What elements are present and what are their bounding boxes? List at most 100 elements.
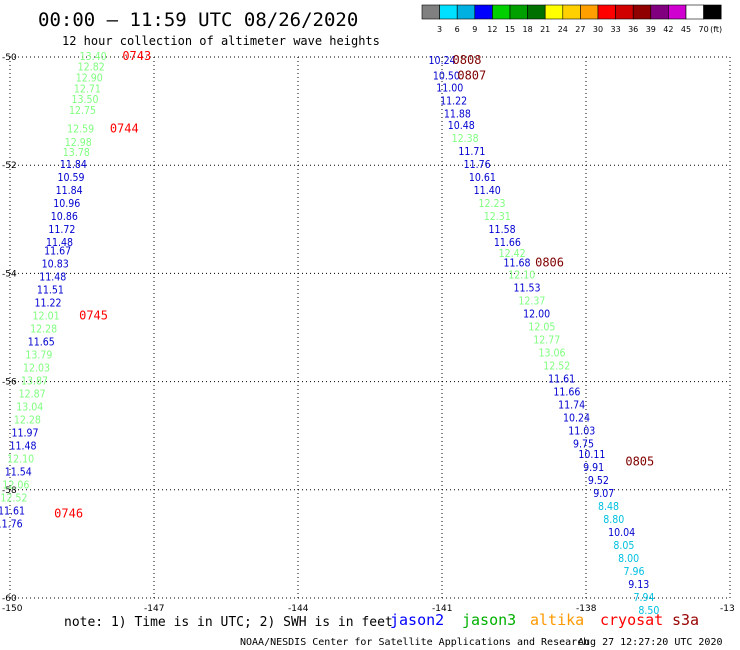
- colorbar-label: 39: [646, 25, 656, 34]
- wave-height-point: 12.06: [2, 479, 29, 491]
- wave-height-point: 11.84: [60, 159, 87, 171]
- colorbar-swatch: [650, 4, 669, 20]
- wave-height-point: 13.87: [21, 376, 48, 388]
- wave-height-point: 11.40: [474, 185, 501, 197]
- wave-height-point: 12.03: [23, 363, 50, 375]
- wave-height-point: 12.10: [7, 453, 34, 465]
- wave-height-point: 13.04: [16, 401, 43, 413]
- satellite-legend: jason2 jason3 altika cryosat s3a: [390, 611, 699, 629]
- colorbar-label: 45: [681, 25, 691, 34]
- colorbar-label: 70: [699, 25, 709, 34]
- wave-height-point: 10.48: [448, 120, 475, 132]
- wave-height-point: 11.97: [11, 427, 38, 439]
- wave-height-point: 11.48: [46, 237, 73, 249]
- colorbar-swatch: [668, 4, 687, 20]
- wave-height-point: 11.58: [489, 224, 516, 236]
- wave-height-point: 11.88: [444, 108, 471, 120]
- colorbar-label: 3: [437, 25, 442, 34]
- y-tick-label: -56: [2, 378, 17, 388]
- wave-height-point: 13.79: [25, 350, 52, 362]
- wave-height-point: 10.59: [58, 172, 85, 184]
- wave-height-point: 12.00: [523, 308, 550, 320]
- wave-height-point: 10.50: [433, 70, 460, 82]
- wave-height-point: 12.87: [19, 389, 46, 401]
- wave-height-point: 7.94: [634, 592, 655, 604]
- wave-height-point: 10.04: [608, 527, 635, 539]
- wave-height-point: 12.10: [508, 269, 535, 281]
- chart-title: 00:00 – 11:59 UTC 08/26/2020: [38, 9, 358, 31]
- wave-height-point: 10.24: [429, 55, 456, 67]
- colorbar-label: 42: [663, 25, 673, 34]
- wave-height-point: 11.66: [494, 237, 521, 249]
- colorbar-swatch: [509, 4, 528, 20]
- colorbar-swatch: [562, 4, 581, 20]
- wave-height-point: 11.66: [553, 386, 580, 398]
- colorbar-swatch: [703, 4, 722, 20]
- colorbar-label: 6: [455, 25, 460, 34]
- wave-height-point: 7.96: [623, 566, 644, 578]
- wave-height-point: 11.48: [39, 272, 66, 284]
- wave-height-point: 8.00: [618, 553, 639, 565]
- x-tick-label: -138: [576, 604, 597, 614]
- x-axis-ticks: -150 -147 -144 -141 -138 -13: [2, 604, 735, 614]
- colorbar-label: 18: [523, 25, 533, 34]
- wave-height-point: 11.84: [56, 185, 83, 197]
- wave-height-point: 12.52: [0, 492, 27, 504]
- colorbar-swatch: [544, 4, 564, 20]
- colorbar-swatch: [632, 4, 652, 20]
- wave-height-point: 13.50: [71, 94, 98, 106]
- wave-height-point: 12.01: [33, 311, 60, 323]
- wave-height-point: 8.05: [613, 540, 634, 552]
- colorbar-label: 30: [593, 25, 603, 34]
- grid: [9, 56, 731, 599]
- wave-height-point: 8.50: [638, 605, 659, 617]
- y-tick-label: -60: [2, 594, 17, 604]
- wave-height-point: 12.59: [67, 123, 94, 135]
- y-tick-label: -58: [2, 486, 17, 496]
- wave-height-point: 11.76: [0, 518, 23, 530]
- wave-height-point: 11.61: [548, 373, 575, 385]
- wave-height-point: 10.11: [578, 449, 605, 461]
- satellite-legend-s3a: s3a: [672, 611, 699, 629]
- wave-height-point: 11.74: [558, 399, 585, 411]
- wave-height-point: 12.75: [69, 105, 96, 117]
- wave-height-point: 12.98: [65, 137, 92, 149]
- wave-height-point: 12.28: [30, 324, 57, 336]
- footer-timestamp: Aug 27 12:27:20 UTC 2020: [578, 637, 723, 648]
- wave-height-point: 11.68: [503, 258, 530, 270]
- wave-height-point: 12.37: [518, 295, 545, 307]
- wave-height-point: 10.83: [42, 259, 69, 271]
- colorbar-swatch: [615, 4, 634, 20]
- y-tick-label: -54: [2, 269, 17, 279]
- colorbar-label: 36: [628, 25, 638, 34]
- colorbar-label: 9: [472, 25, 477, 34]
- wave-height-point: 11.22: [440, 95, 467, 107]
- wave-height-point: 12.52: [543, 360, 570, 372]
- x-tick-label: -144: [288, 604, 309, 614]
- wave-height-point: 11.76: [464, 159, 491, 171]
- colorbar-label: 12: [487, 25, 497, 34]
- colorbar-swatch: [685, 4, 704, 20]
- satellite-legend-jason3: jason3: [462, 611, 516, 629]
- colorbar-label: 15: [505, 25, 515, 34]
- wave-height-point: 9.07: [593, 488, 614, 500]
- wave-height-point: 12.31: [484, 211, 511, 223]
- wave-height-point: 13.06: [538, 347, 565, 359]
- wave-height-point: 13.40: [80, 51, 107, 63]
- x-tick-label: -141: [432, 604, 452, 614]
- note-text: note: 1) Time is in UTC; 2) SWH is in fe…: [64, 615, 393, 630]
- colorbar-unit: (ft): [710, 25, 722, 34]
- colorbar-label: 21: [540, 25, 550, 34]
- wave-height-point: 12.23: [478, 198, 505, 210]
- wave-height-point: 12.28: [14, 414, 41, 426]
- track-label: 0745: [79, 309, 108, 323]
- footer-credit: NOAA/NESDIS Center for Satellite Applica…: [240, 637, 589, 648]
- satellite-legend-cryosat: cryosat: [600, 611, 663, 629]
- wave-height-point: 11.48: [10, 440, 37, 452]
- track-label: 0743: [122, 49, 151, 63]
- colorbar-swatch: [439, 4, 458, 20]
- wave-height-point: 11.72: [48, 224, 75, 236]
- track-label: 0808: [453, 53, 482, 67]
